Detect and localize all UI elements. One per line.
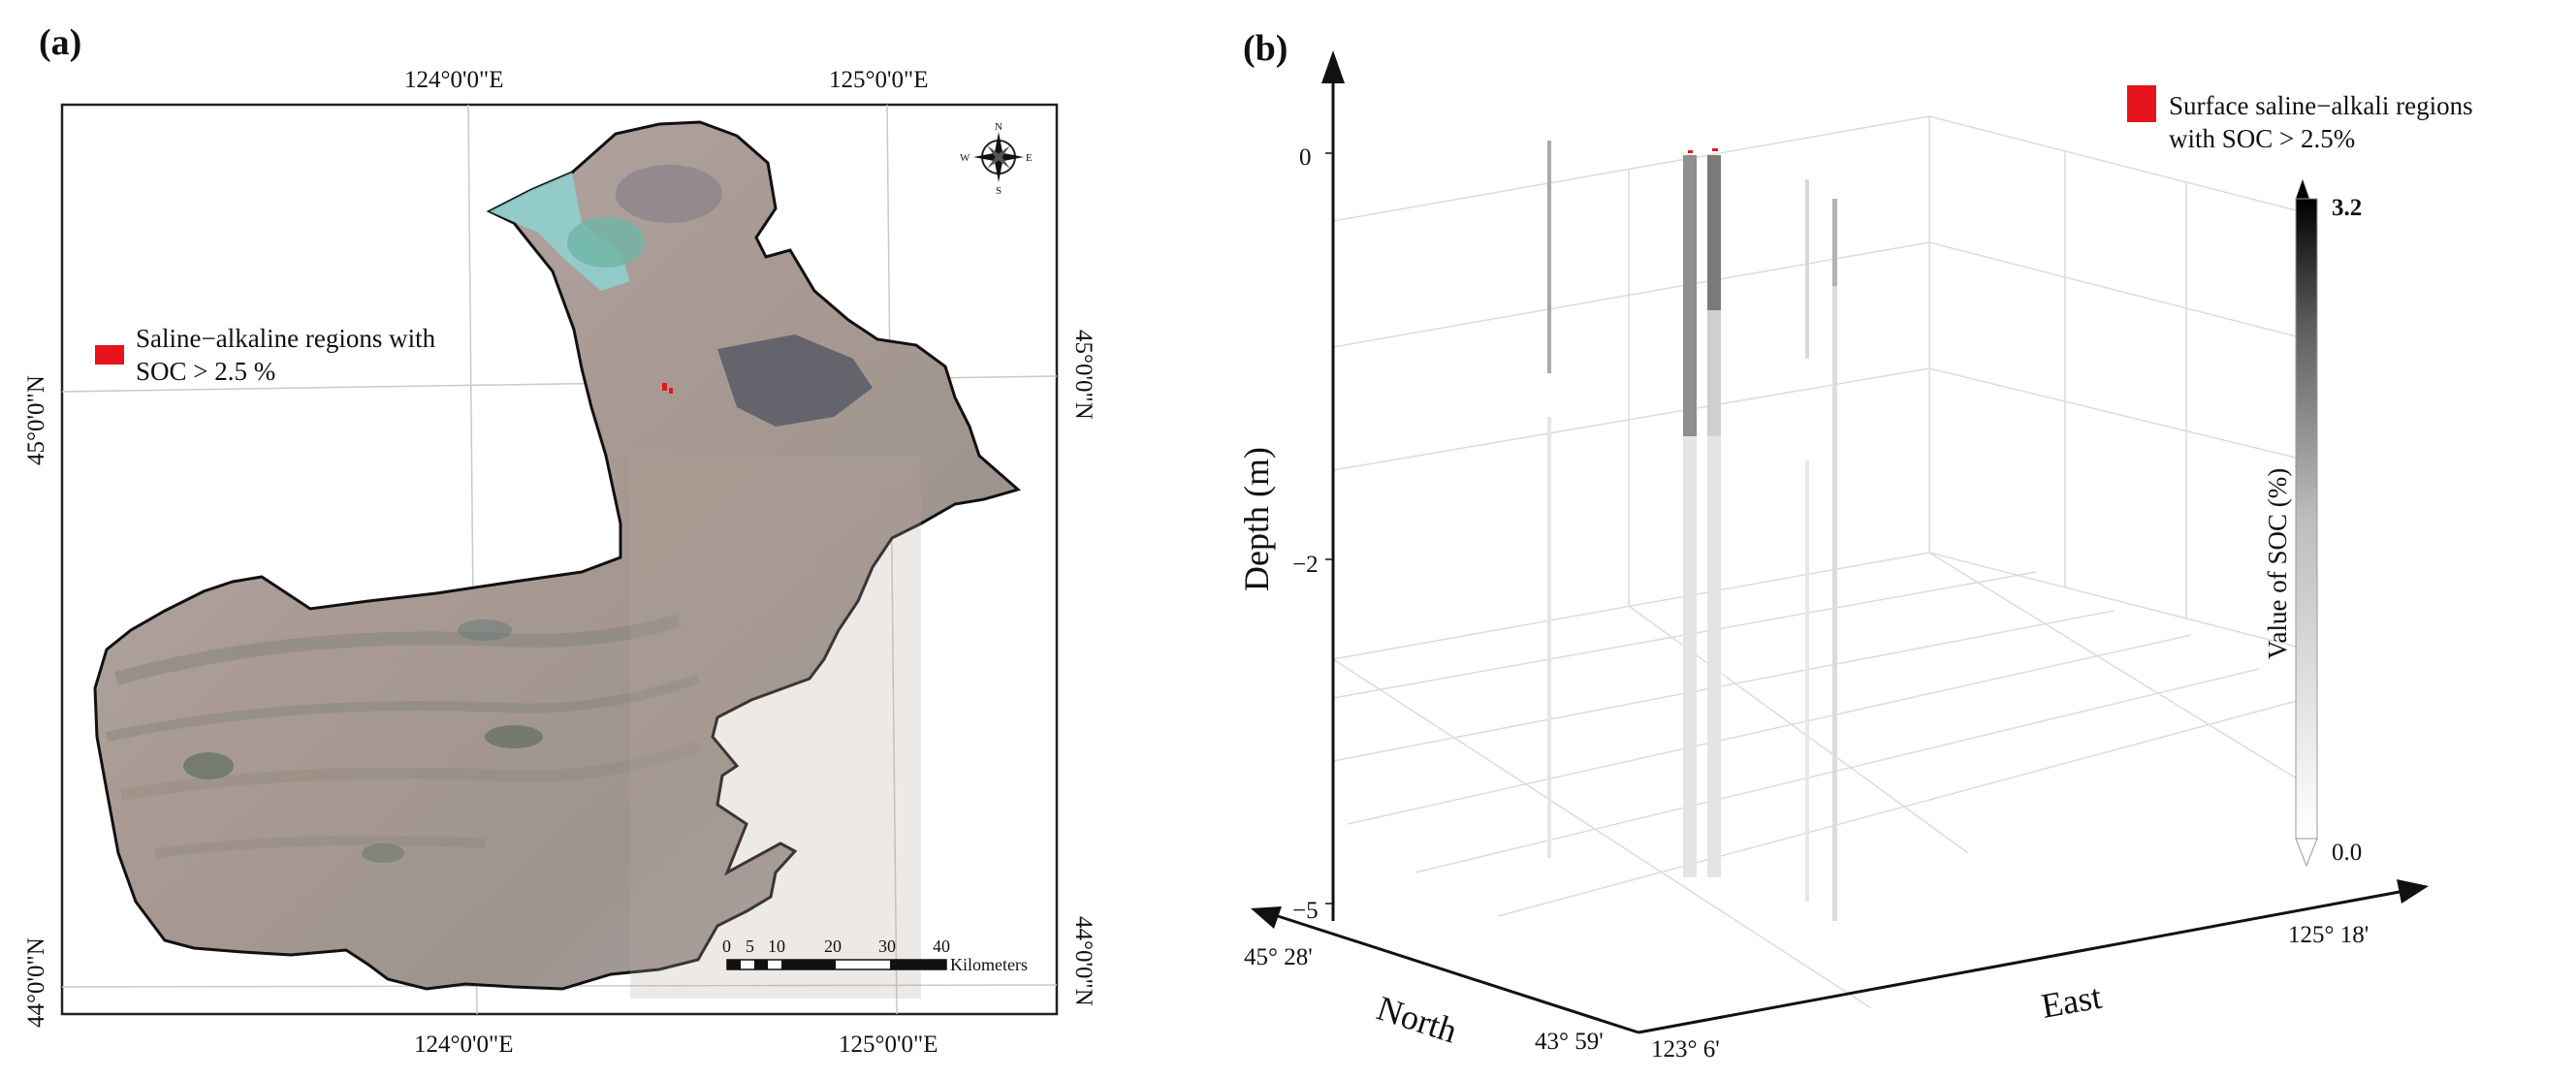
- colorbar-min: 0.0: [2332, 840, 2362, 866]
- bottom-lon-label-2: 125°0'0"E: [839, 1031, 938, 1058]
- profile-column: [1683, 155, 1697, 436]
- map-texture: [105, 165, 921, 999]
- z-tick-neg5: −5: [1292, 898, 1319, 924]
- north-tick-1: 45° 28': [1244, 944, 1313, 970]
- surface-marker: [1712, 148, 1718, 151]
- bottom-lon-label-1: 124°0'0"E: [414, 1031, 513, 1058]
- left-lat-label-1: 45°0'0"N: [23, 375, 49, 465]
- profile-column: [1547, 417, 1551, 858]
- profile-column: [1832, 199, 1837, 921]
- panel-a-label: (a): [39, 22, 81, 63]
- scale-tick-0: 0: [722, 936, 731, 956]
- compass-n: N: [995, 121, 1002, 133]
- right-lat-label-1: 45°0'0"N: [1070, 330, 1097, 420]
- north-axis-title: North: [1373, 989, 1462, 1051]
- panel-b-label: (b): [1243, 28, 1288, 69]
- scale-tick-20: 20: [824, 936, 842, 956]
- right-lat-label-2: 44°0'0"N: [1070, 916, 1097, 1006]
- profile-column: [1683, 436, 1697, 877]
- scale-tick-5: 5: [746, 936, 754, 956]
- axes-3d: [1251, 50, 2429, 1034]
- legend-line-2: with SOC > 2.5%: [2169, 124, 2355, 153]
- profile-column: [1707, 310, 1721, 436]
- east-axis-title: East: [2038, 977, 2104, 1026]
- scale-tick-40: 40: [933, 936, 950, 956]
- legend-line-2: SOC > 2.5 %: [136, 357, 275, 386]
- panel-b: (b): [1237, 28, 2473, 1063]
- compass-e: E: [1026, 152, 1033, 164]
- grid-3d: [1332, 115, 2308, 1009]
- compass-w: W: [960, 152, 970, 164]
- colorbar-max: 3.2: [2332, 195, 2362, 221]
- top-lon-label-1: 124°0'0"E: [404, 67, 503, 93]
- legend-swatch: [95, 345, 124, 365]
- profile-column: [1832, 199, 1837, 286]
- z-axis-title: Depth (m): [1237, 447, 1276, 591]
- legend-line-1: Saline−alkaline regions with: [136, 324, 436, 353]
- colorbar: 3.2 0.0 Value of SOC (%): [2263, 179, 2362, 868]
- left-lat-label-2: 44°0'0"N: [23, 937, 49, 1028]
- top-lon-label-2: 125°0'0"E: [829, 67, 928, 93]
- scale-bar: 0 5 10 20 30 40 Kilometers: [722, 936, 1028, 974]
- east-tick-2: 125° 18': [2288, 922, 2369, 948]
- soc-profiles: [1547, 141, 1837, 921]
- panel-a: (a) 124°: [23, 22, 1097, 1058]
- profile-column: [1707, 436, 1721, 877]
- z-ticks: [1325, 152, 1333, 904]
- profile-column: [1707, 155, 1721, 310]
- north-tick-2: 43° 59': [1535, 1029, 1604, 1055]
- compass-s: S: [996, 185, 1002, 197]
- legend-line-1: Surface saline−alkali regions: [2169, 91, 2473, 120]
- panel-a-legend: Saline−alkaline regions with SOC > 2.5 %: [95, 324, 436, 386]
- z-tick-neg2: −2: [1292, 552, 1319, 578]
- scale-tick-10: 10: [768, 936, 785, 956]
- scale-tick-30: 30: [878, 936, 896, 956]
- z-tick-0: 0: [1299, 144, 1312, 171]
- east-tick-1: 123° 6': [1651, 1036, 1720, 1063]
- profile-column: [1547, 141, 1551, 373]
- north-arrow-icon: N S E W: [960, 121, 1033, 197]
- legend-swatch: [2127, 85, 2156, 122]
- profile-column: [1805, 460, 1809, 902]
- colorbar-title: Value of SOC (%): [2263, 468, 2292, 659]
- colorbar-gradient: [2295, 198, 2318, 840]
- profile-column: [1805, 179, 1809, 359]
- surface-marker: [1688, 150, 1693, 153]
- scale-unit: Kilometers: [950, 955, 1028, 974]
- panel-b-legend: Surface saline−alkali regions with SOC >…: [2127, 85, 2473, 153]
